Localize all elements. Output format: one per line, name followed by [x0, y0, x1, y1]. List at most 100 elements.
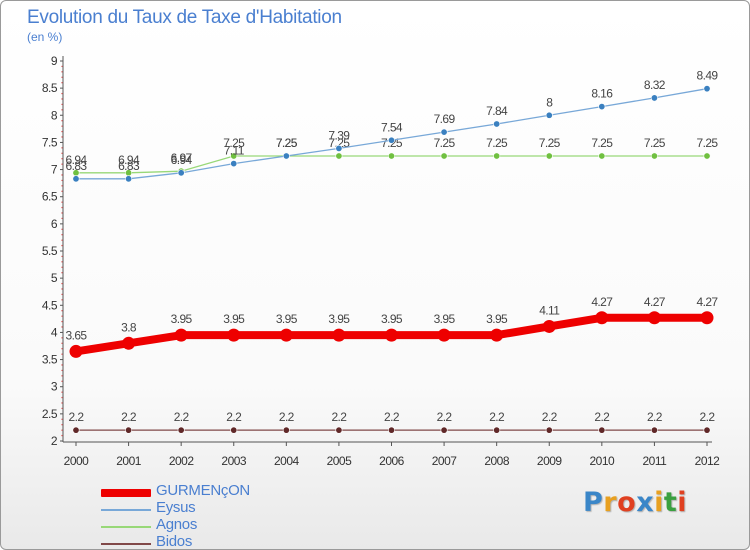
y-tick-label: 3.5	[42, 353, 58, 367]
data-label-bidos: 2.2	[69, 410, 85, 424]
y-minor-tick	[61, 369, 63, 372]
data-label-agnos: 7.25	[276, 136, 298, 150]
data-label-eysus: 8.49	[697, 69, 719, 83]
y-minor-tick	[61, 206, 63, 209]
y-minor-tick	[61, 391, 63, 393]
data-label-gurmen-on: 4.11	[539, 303, 560, 317]
data-label-gurmen-on: 3.95	[486, 312, 508, 326]
data-label-eysus: 7.11	[224, 144, 245, 158]
x-tick-label: 2009	[537, 454, 563, 468]
y-tick-label: 8.5	[42, 81, 58, 95]
data-point-agnos	[545, 152, 553, 160]
y-minor-tick	[61, 76, 63, 78]
data-point-eysus	[335, 144, 343, 152]
chart-unit-label: (en %)	[27, 30, 63, 44]
data-point-eysus	[387, 136, 395, 144]
y-minor-tick	[61, 429, 63, 431]
y-tick-label: 5	[51, 271, 58, 285]
y-minor-tick	[61, 353, 63, 355]
y-minor-tick	[61, 103, 63, 106]
data-label-bidos: 2.2	[700, 410, 716, 424]
y-minor-tick	[61, 158, 63, 160]
data-point-gurmen-on	[174, 328, 188, 342]
y-minor-tick	[61, 92, 63, 95]
data-point-eysus	[177, 169, 185, 177]
data-label-bidos: 2.2	[174, 410, 190, 424]
y-tick-label: 4.5	[42, 298, 58, 312]
data-point-agnos	[387, 152, 395, 160]
data-point-eysus	[703, 85, 711, 93]
y-minor-tick	[61, 82, 63, 84]
legend-swatch-agnos	[101, 526, 151, 528]
data-label-eysus: 7.84	[486, 104, 508, 118]
x-tick-label: 2010	[589, 454, 615, 468]
logo-letter: i	[677, 487, 688, 518]
legend-swatch-bidos	[101, 543, 151, 545]
data-point-bidos	[177, 426, 185, 434]
data-point-agnos	[703, 152, 711, 160]
y-tick-label: 7	[51, 163, 58, 177]
data-label-eysus: 6.83	[118, 159, 140, 173]
data-point-gurmen-on	[542, 319, 556, 333]
y-minor-tick	[61, 288, 63, 290]
y-tick-label: 6.5	[42, 190, 58, 204]
data-point-bidos	[650, 426, 658, 434]
y-minor-tick	[61, 272, 63, 274]
logo-letter: t	[663, 487, 678, 518]
data-point-eysus	[125, 175, 133, 183]
y-minor-tick	[61, 348, 63, 350]
y-minor-tick	[61, 239, 63, 241]
y-minor-tick	[61, 434, 63, 437]
data-point-gurmen-on	[385, 328, 398, 342]
data-label-gurmen-on: 4.27	[697, 295, 719, 309]
data-point-bidos	[387, 426, 395, 434]
data-label-agnos: 6.94	[118, 153, 140, 167]
y-minor-tick	[61, 396, 63, 399]
y-minor-tick	[61, 185, 63, 187]
y-minor-tick	[61, 310, 63, 312]
data-label-gurmen-on: 4.27	[644, 295, 666, 309]
data-label-eysus: 7.25	[276, 136, 298, 150]
data-point-eysus	[440, 128, 448, 136]
data-label-gurmen-on: 4.27	[591, 295, 613, 309]
data-point-gurmen-on	[332, 328, 346, 342]
y-minor-tick	[61, 326, 63, 328]
y-tick-label: 5.5	[42, 244, 58, 258]
y-minor-tick	[61, 261, 63, 263]
data-point-bidos	[598, 426, 606, 434]
data-point-bidos	[282, 426, 290, 434]
y-minor-tick	[61, 375, 63, 377]
data-label-bidos: 2.2	[542, 410, 558, 424]
data-point-eysus	[72, 175, 80, 183]
data-point-bidos	[703, 426, 711, 434]
legend-label-agnos: Agnos	[156, 516, 198, 533]
y-minor-tick	[61, 282, 63, 285]
data-point-gurmen-on	[647, 311, 661, 325]
y-tick-label: 6	[51, 217, 58, 231]
logo-letter: x	[636, 487, 655, 518]
data-label-eysus: 6.83	[66, 159, 88, 173]
data-label-bidos: 2.2	[121, 410, 137, 424]
legend-label-gurmencon: GURMENçON	[156, 482, 250, 499]
y-minor-tick	[61, 163, 63, 165]
x-tick-label: 2006	[379, 454, 405, 468]
y-minor-tick	[61, 320, 63, 323]
data-label-agnos: 7.25	[328, 136, 350, 150]
y-minor-tick	[61, 201, 63, 203]
y-minor-tick	[61, 234, 63, 236]
data-point-gurmen-on	[122, 336, 136, 350]
data-label-bidos: 2.2	[331, 410, 347, 424]
y-minor-tick	[61, 212, 63, 214]
x-tick-label: 2001	[116, 454, 142, 468]
data-point-eysus	[282, 152, 290, 160]
data-point-bidos	[125, 426, 133, 434]
y-minor-tick	[61, 152, 63, 154]
data-label-bidos: 2.2	[437, 410, 453, 424]
x-tick-label: 2002	[169, 454, 195, 468]
data-label-agnos: 6.94	[66, 153, 88, 167]
legend-label-eysus: Eysus	[156, 499, 196, 516]
data-label-gurmen-on: 3.95	[223, 312, 245, 326]
y-minor-tick	[61, 71, 63, 73]
x-tick-label: 2005	[327, 454, 353, 468]
